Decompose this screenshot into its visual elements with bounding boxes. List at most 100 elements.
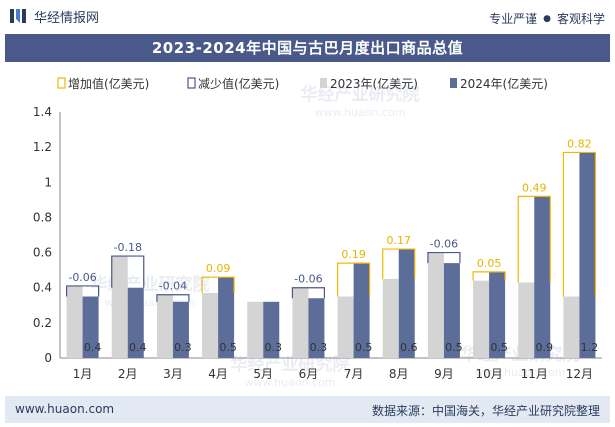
bar-2024-11 (534, 196, 551, 358)
y-tick-label: 1.2 (33, 140, 52, 154)
x-tick-label: 2月 (118, 367, 138, 381)
change-label-7: 0.19 (341, 248, 366, 261)
value-label-4: 0.5 (219, 341, 237, 354)
y-tick-label: 0.8 (33, 210, 52, 224)
bar-2024-10 (489, 271, 506, 358)
bar-2023-4 (202, 292, 219, 358)
bar-2024-9 (443, 263, 460, 358)
bar-2023-3 (156, 294, 173, 358)
bar-2024-3 (172, 301, 189, 358)
x-tick-label: 11月 (521, 367, 548, 381)
x-tick-label: 12月 (566, 367, 593, 381)
bar-2023-11 (518, 282, 535, 358)
x-tick-label: 10月 (475, 367, 502, 381)
change-label-12: 0.82 (567, 137, 592, 150)
legend-label-1: 减少值(亿美元) (198, 76, 279, 91)
change-bracket-12 (562, 151, 597, 297)
x-tick-label: 1月 (73, 367, 93, 381)
bar-2023-10 (473, 280, 490, 358)
slogan-left: 专业严谨 (489, 12, 538, 26)
y-tick-label: 0.6 (33, 246, 52, 260)
change-bracket-6 (291, 287, 326, 299)
slogan-dot-icon: ● (543, 13, 551, 24)
value-label-8: 0.6 (400, 341, 418, 354)
change-bracket-11 (517, 195, 551, 283)
bar-2023-9 (427, 252, 444, 358)
change-bracket-1 (65, 285, 100, 297)
x-tick-label: 5月 (253, 367, 273, 381)
y-tick-label: 1 (44, 175, 52, 189)
brand-name: 华经情报网 (34, 10, 100, 26)
change-label-3: -0.04 (159, 280, 187, 293)
change-label-8: 0.17 (387, 234, 412, 247)
value-label-11: 0.9 (536, 341, 554, 354)
bar-2024-1 (82, 296, 99, 358)
slogan: 专业严谨 ● 客观科学 (489, 10, 605, 27)
watermark-text-1: 华经产业研究院 (91, 274, 210, 295)
slogan-right: 客观科学 (556, 12, 605, 26)
x-tick-label: 6月 (299, 367, 319, 381)
change-label-1: -0.06 (68, 271, 96, 284)
bar-2023-5 (247, 301, 264, 358)
y-tick-label: 0.4 (33, 281, 52, 295)
legend-swatch-0 (57, 77, 66, 89)
footer-source: 数据来源：中国海关，华经产业研究院整理 (371, 404, 600, 418)
bar-2023-8 (382, 278, 399, 358)
bar-2023-2 (111, 256, 128, 358)
watermark-text-2: 华经产业研究院 (231, 354, 350, 375)
value-label-7: 0.5 (355, 341, 373, 354)
title-bar: 2023-2024年中国与古巴月度出口商品总值 (5, 34, 610, 62)
y-tick-label: 0.2 (33, 316, 52, 330)
legend-label-0: 增加值(亿美元) (68, 76, 149, 91)
chart-title: 2023-2024年中国与古巴月度出口商品总值 (151, 39, 464, 57)
bar-2024-5 (263, 301, 280, 358)
value-label-1: 0.4 (84, 341, 102, 354)
bar-2024-4 (218, 277, 235, 358)
change-label-11: 0.49 (522, 181, 547, 194)
value-label-10: 0.5 (490, 341, 508, 354)
footer-bar: www.huaon.com 数据来源：中国海关，华经产业研究院整理 (5, 396, 610, 423)
brand: 华经情报网 (8, 6, 99, 26)
bar-2023-6 (292, 287, 309, 358)
change-bracket-8 (382, 248, 416, 279)
x-tick-label: 3月 (163, 367, 183, 381)
change-label-6: -0.06 (294, 273, 322, 286)
watermark-text-0: 华经产业研究院 (301, 84, 420, 105)
watermark-url-3: www.huaon.com (475, 366, 566, 379)
legend-label-3: 2024年(亿美元) (460, 76, 548, 91)
header-bar: 华经情报网 专业严谨 ● 客观科学 (0, 0, 615, 34)
bar-2024-7 (353, 263, 370, 358)
change-bracket-2 (111, 255, 145, 288)
x-tick-label: 7月 (344, 367, 364, 381)
change-bracket-7 (336, 262, 371, 297)
x-tick-label: 8月 (389, 367, 409, 381)
change-label-4: 0.09 (206, 262, 231, 275)
value-label-3: 0.3 (174, 341, 192, 354)
y-tick-label: 0 (44, 351, 52, 365)
y-tick-label: 1.4 (33, 105, 52, 119)
value-label-2: 0.4 (129, 341, 147, 354)
value-label-12: 1.2 (581, 341, 599, 354)
bar-2024-12 (579, 152, 596, 358)
legend-swatch-1 (187, 77, 196, 89)
change-label-2: -0.18 (114, 241, 142, 254)
legend-label-2: 2023年(亿美元) (330, 76, 418, 91)
bar-2024-8 (398, 249, 415, 358)
change-bracket-4 (201, 276, 235, 293)
legend-swatch-3 (450, 78, 457, 88)
bar-2023-1 (66, 285, 83, 358)
x-tick-label: 4月 (208, 367, 228, 381)
bar-2023-12 (563, 296, 580, 358)
chart-svg: 华经产业研究院www.huaon.com华经产业研究院www.huaon.com… (33, 76, 602, 389)
value-label-5: 0.3 (265, 341, 283, 354)
change-label-9: -0.06 (430, 238, 458, 251)
value-label-6: 0.3 (310, 341, 328, 354)
bar-2023-7 (337, 296, 354, 358)
change-label-10: 0.05 (477, 257, 502, 270)
legend-swatch-2 (320, 78, 327, 88)
value-label-9: 0.5 (445, 341, 463, 354)
watermark-url-2: www.huaon.com (245, 376, 336, 389)
bar-2024-2 (127, 287, 144, 358)
change-bracket-10 (472, 271, 506, 281)
